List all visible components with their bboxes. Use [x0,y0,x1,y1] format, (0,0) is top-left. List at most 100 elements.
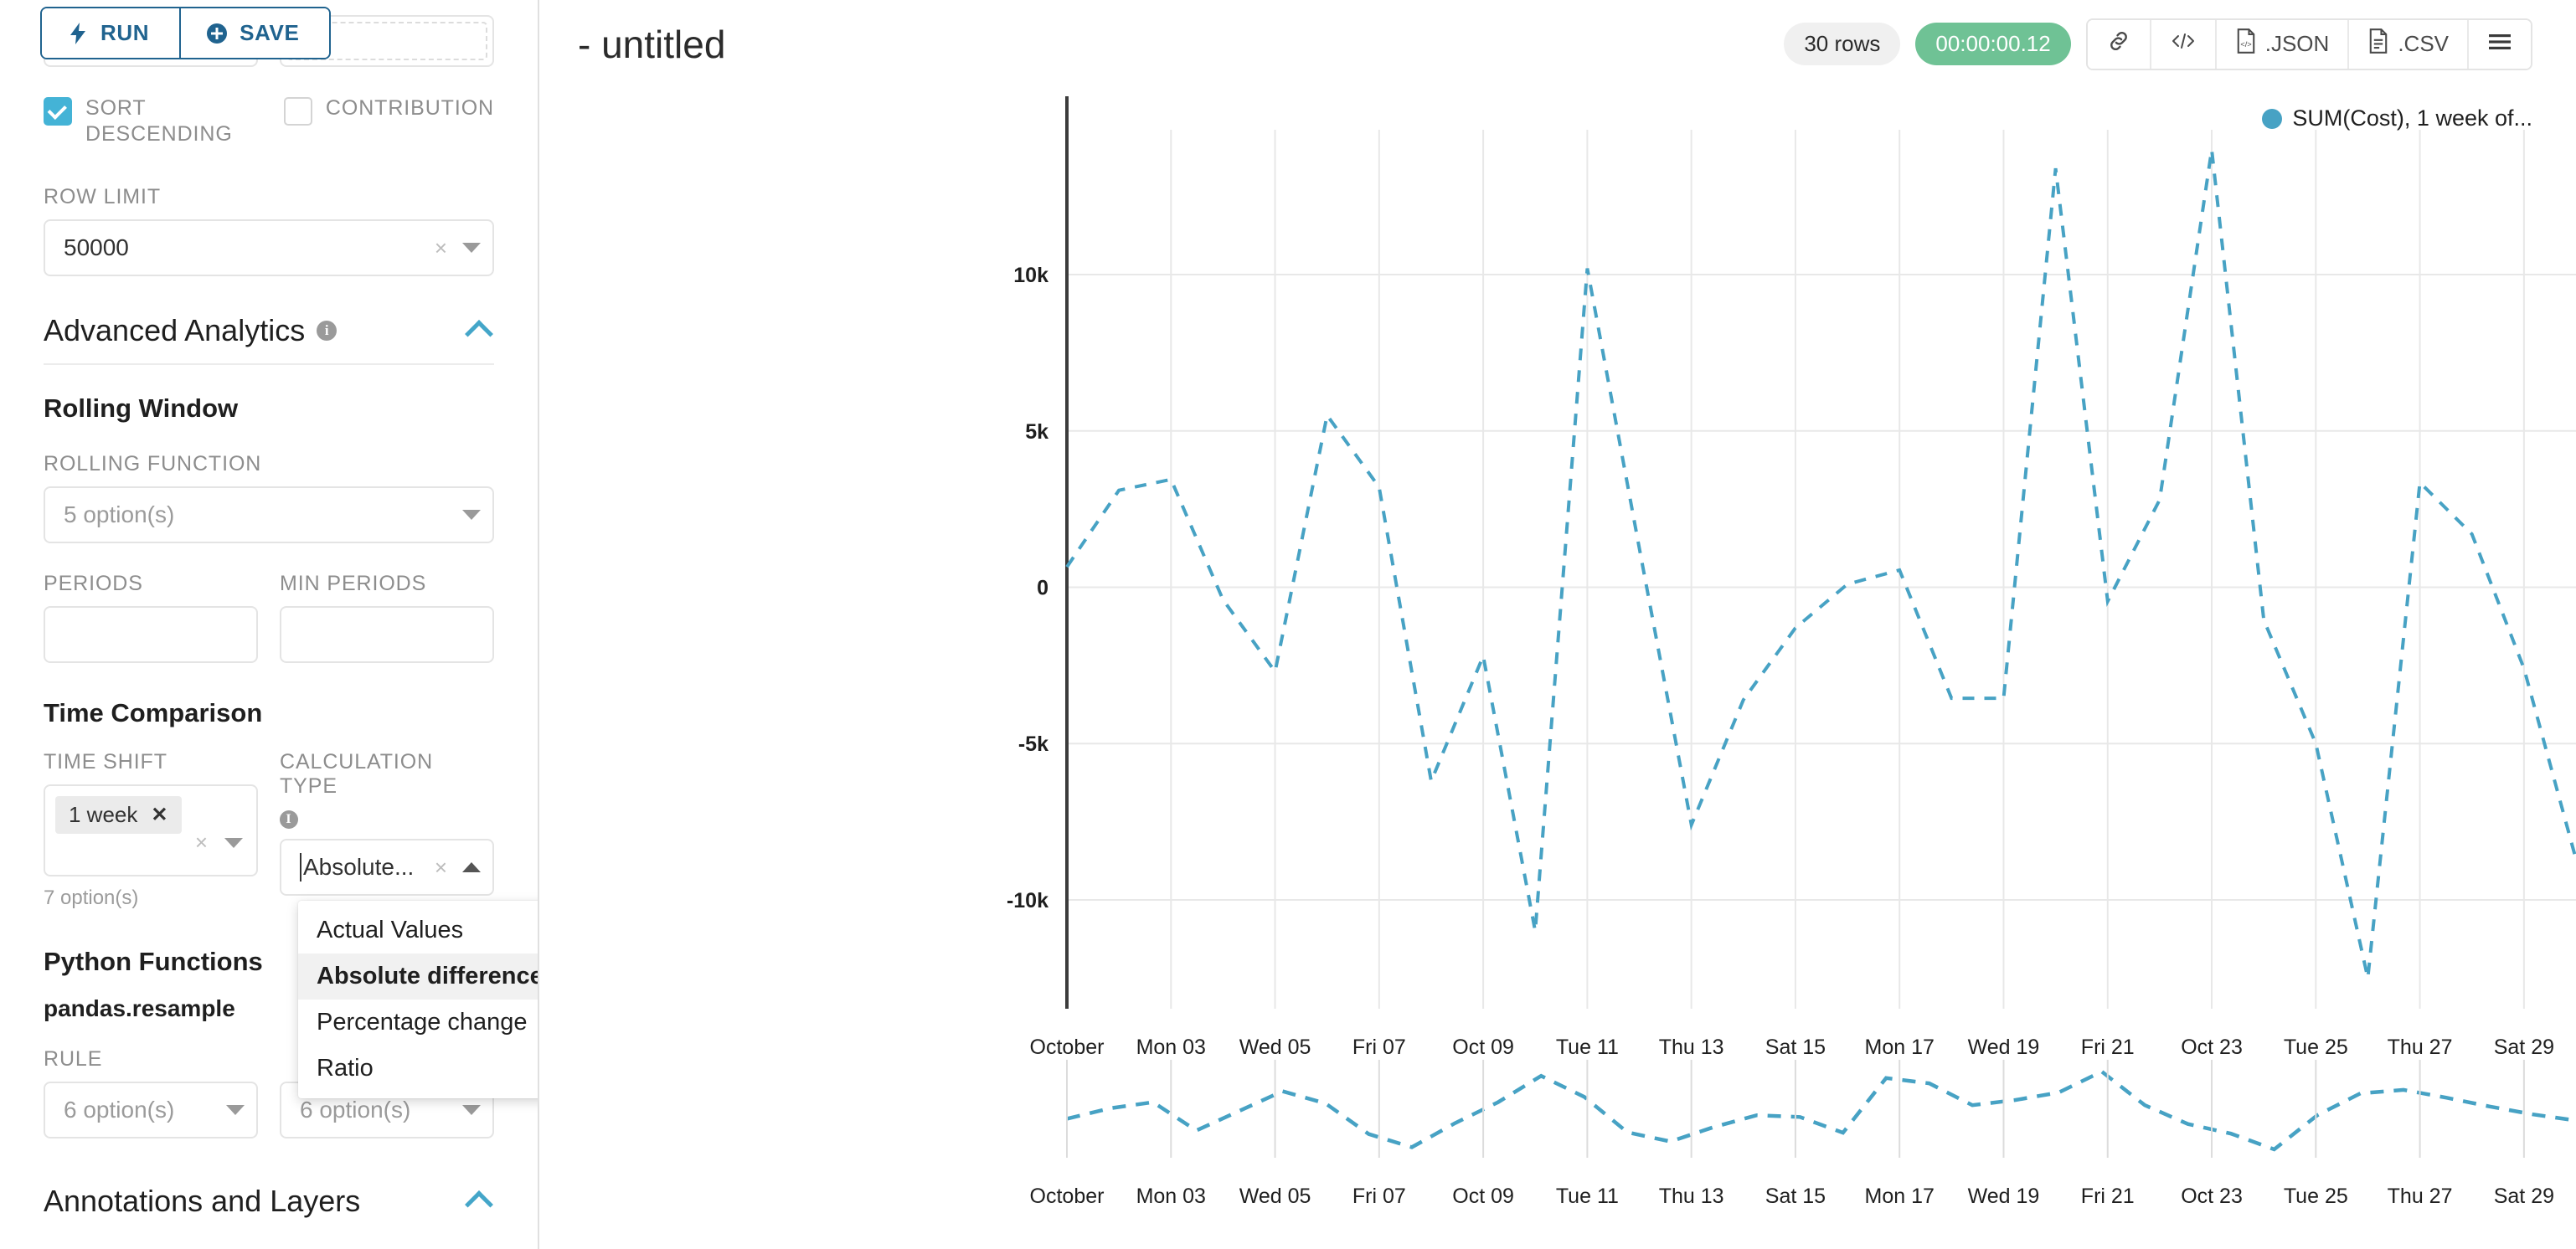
dropdown-option-actual-values[interactable]: Actual Values [317,917,464,943]
chart-action-button-group: </> .JSON .CSV [2085,18,2532,70]
y-axis-tick-label: -10k [1007,889,1048,912]
json-download-button[interactable]: </> .JSON [2214,19,2348,69]
calculation-type-dropdown-menu[interactable]: Actual Values Absolute difference Percen… [298,901,538,1098]
annotations-layers-title: Annotations and Layers [44,1184,361,1218]
mini-x-axis-tick-label: Fri 07 [1352,1185,1406,1208]
x-axis-tick-label: Thu 13 [1659,1036,1724,1059]
chevron-down-icon[interactable] [224,837,243,848]
time-shift-token[interactable]: 1 week ✕ [55,796,182,834]
chevron-up-icon[interactable] [465,1190,493,1219]
periods-input[interactable] [44,606,258,663]
time-shift-select[interactable]: 1 week ✕ × [44,784,258,876]
topbar-actions: 30 rows 00:00:00.12 [1784,18,2532,70]
csv-download-button[interactable]: .CSV [2347,19,2467,69]
periods-row: PERIODS MIN PERIODS [44,572,494,663]
info-icon[interactable]: i [317,321,337,341]
x-axis-tick-label: Sat 15 [1765,1036,1826,1059]
x-axis-tick-label: Mon 17 [1865,1036,1935,1059]
advanced-analytics-section-header[interactable]: Advanced Analytics i [44,313,494,348]
mini-x-axis-tick-label: October [1030,1185,1105,1208]
row-limit-select[interactable]: 50000 × [44,219,494,276]
chart-series-line [1065,149,2576,979]
y-axis-tick-label: 0 [1037,577,1048,600]
row-limit-value: 50000 [64,234,129,260]
time-shift-option-count: 7 option(s) [44,887,139,909]
chevron-down-icon[interactable] [226,1105,245,1115]
rule-value: 6 option(s) [64,1097,175,1123]
mini-x-axis-tick-label: Wed 05 [1239,1185,1311,1208]
calculation-type-select[interactable]: Absolute... × [280,839,494,896]
calculation-type-value: Absolute... [303,854,415,880]
page-title: - untitled [578,22,726,66]
time-shift-token-label: 1 week [69,802,138,827]
link-button[interactable] [2087,19,2150,69]
chevron-up-icon[interactable] [462,862,481,872]
dropdown-option-percentage-change[interactable]: Percentage change [317,1009,528,1036]
chevron-down-icon[interactable] [462,1105,481,1115]
save-button[interactable]: SAVE [179,8,330,58]
chart-area[interactable]: -10k -5k 0 5k 10k October Mon 03 Wed 05 Fri 07 O… [539,88,2576,1249]
dropdown-option-absolute-difference[interactable]: Absolute difference [298,953,538,1000]
mini-x-axis-tick-label: Mon 03 [1136,1185,1206,1208]
link-icon [2106,28,2131,59]
chevron-down-icon[interactable] [462,243,481,253]
chart-legend[interactable]: SUM(Cost), 1 week of... [2262,105,2532,131]
rolling-function-select[interactable]: 5 option(s) [44,486,494,543]
dropdown-option-ratio[interactable]: Ratio [317,1055,374,1082]
contribution-checkbox[interactable]: CONTRIBUTION [283,95,494,146]
info-icon[interactable]: i [280,810,298,829]
chart-brush-mini[interactable]: October Mon 03 Wed 05 Fri 07 Oct 09 Tue 11 Thu… [1030,1060,2576,1208]
remove-token-icon[interactable]: ✕ [151,804,168,826]
min-periods-field: MIN PERIODS [280,572,494,663]
json-file-icon: </> [2235,28,2257,59]
checkbox-icon-checked[interactable] [44,97,72,126]
control-panel-sidebar: RUN SAVE 7 option(s) [0,0,539,1249]
x-axis-tick-label: Fri 07 [1352,1036,1406,1059]
annotations-layers-section-header[interactable]: Annotations and Layers [44,1184,494,1219]
chevron-up-icon[interactable] [465,320,493,348]
advanced-analytics-title-wrap: Advanced Analytics i [44,313,337,348]
clear-icon[interactable]: × [194,830,208,855]
x-axis-tick-label: Sat 29 [2494,1036,2554,1059]
clear-icon[interactable]: × [434,854,447,880]
mini-x-axis-tick-label: Oct 23 [2181,1185,2243,1208]
code-button[interactable] [2149,19,2215,69]
contribution-label: CONTRIBUTION [325,96,494,120]
rule-select[interactable]: 6 option(s) [44,1082,258,1138]
lightning-icon [67,22,89,44]
periods-field: PERIODS [44,572,258,663]
x-axis-tick-label: Tue 25 [2284,1036,2348,1059]
sort-descending-label: SORT DESCENDING [85,96,233,146]
x-axis-tick-label: Tue 11 [1556,1036,1619,1059]
time-comparison-row: TIME SHIFT 1 week ✕ × 7 option(s) [44,750,494,910]
mini-x-axis-tick-label: Oct 09 [1452,1185,1514,1208]
calculation-type-label: CALCULATION TYPE [280,750,434,798]
row-limit-label: ROW LIMIT [44,185,162,208]
rolling-window-title: Rolling Window [44,393,239,423]
run-button[interactable]: RUN [42,8,180,58]
x-axis-tick-label: Wed 05 [1239,1036,1311,1059]
chevron-down-icon[interactable] [462,510,481,520]
checkbox-icon-unchecked[interactable] [283,97,312,126]
min-periods-input[interactable] [280,606,494,663]
annotations-layers-title-wrap: Annotations and Layers [44,1184,360,1219]
clear-icon[interactable]: × [434,234,447,260]
calculation-type-label-wrap: CALCULATION TYPE i [280,750,494,829]
plus-circle-icon [206,23,228,44]
text-cursor [300,853,301,881]
mini-chart-line [1066,1069,2576,1152]
x-axis-tick-label: Wed 19 [1968,1036,2040,1059]
mini-x-axis-tick-label: Fri 21 [2081,1185,2135,1208]
mini-x-axis-tick-label: Tue 25 [2284,1185,2348,1208]
csv-download-label: .CSV [2398,31,2449,56]
run-save-button-group[interactable]: RUN SAVE [40,7,332,59]
x-axis-tick-label: October [1030,1036,1105,1059]
menu-button[interactable] [2467,19,2531,69]
sort-descending-checkbox[interactable]: SORT DESCENDING [44,95,284,146]
rolling-function-label: ROLLING FUNCTION [44,452,262,475]
time-comparison-title: Time Comparison [44,698,263,727]
mini-chart-x-ticks: October Mon 03 Wed 05 Fri 07 Oct 09 Tue 11 Thu… [1030,1185,2554,1208]
rule-label: RULE [44,1047,103,1071]
divider [44,363,494,365]
